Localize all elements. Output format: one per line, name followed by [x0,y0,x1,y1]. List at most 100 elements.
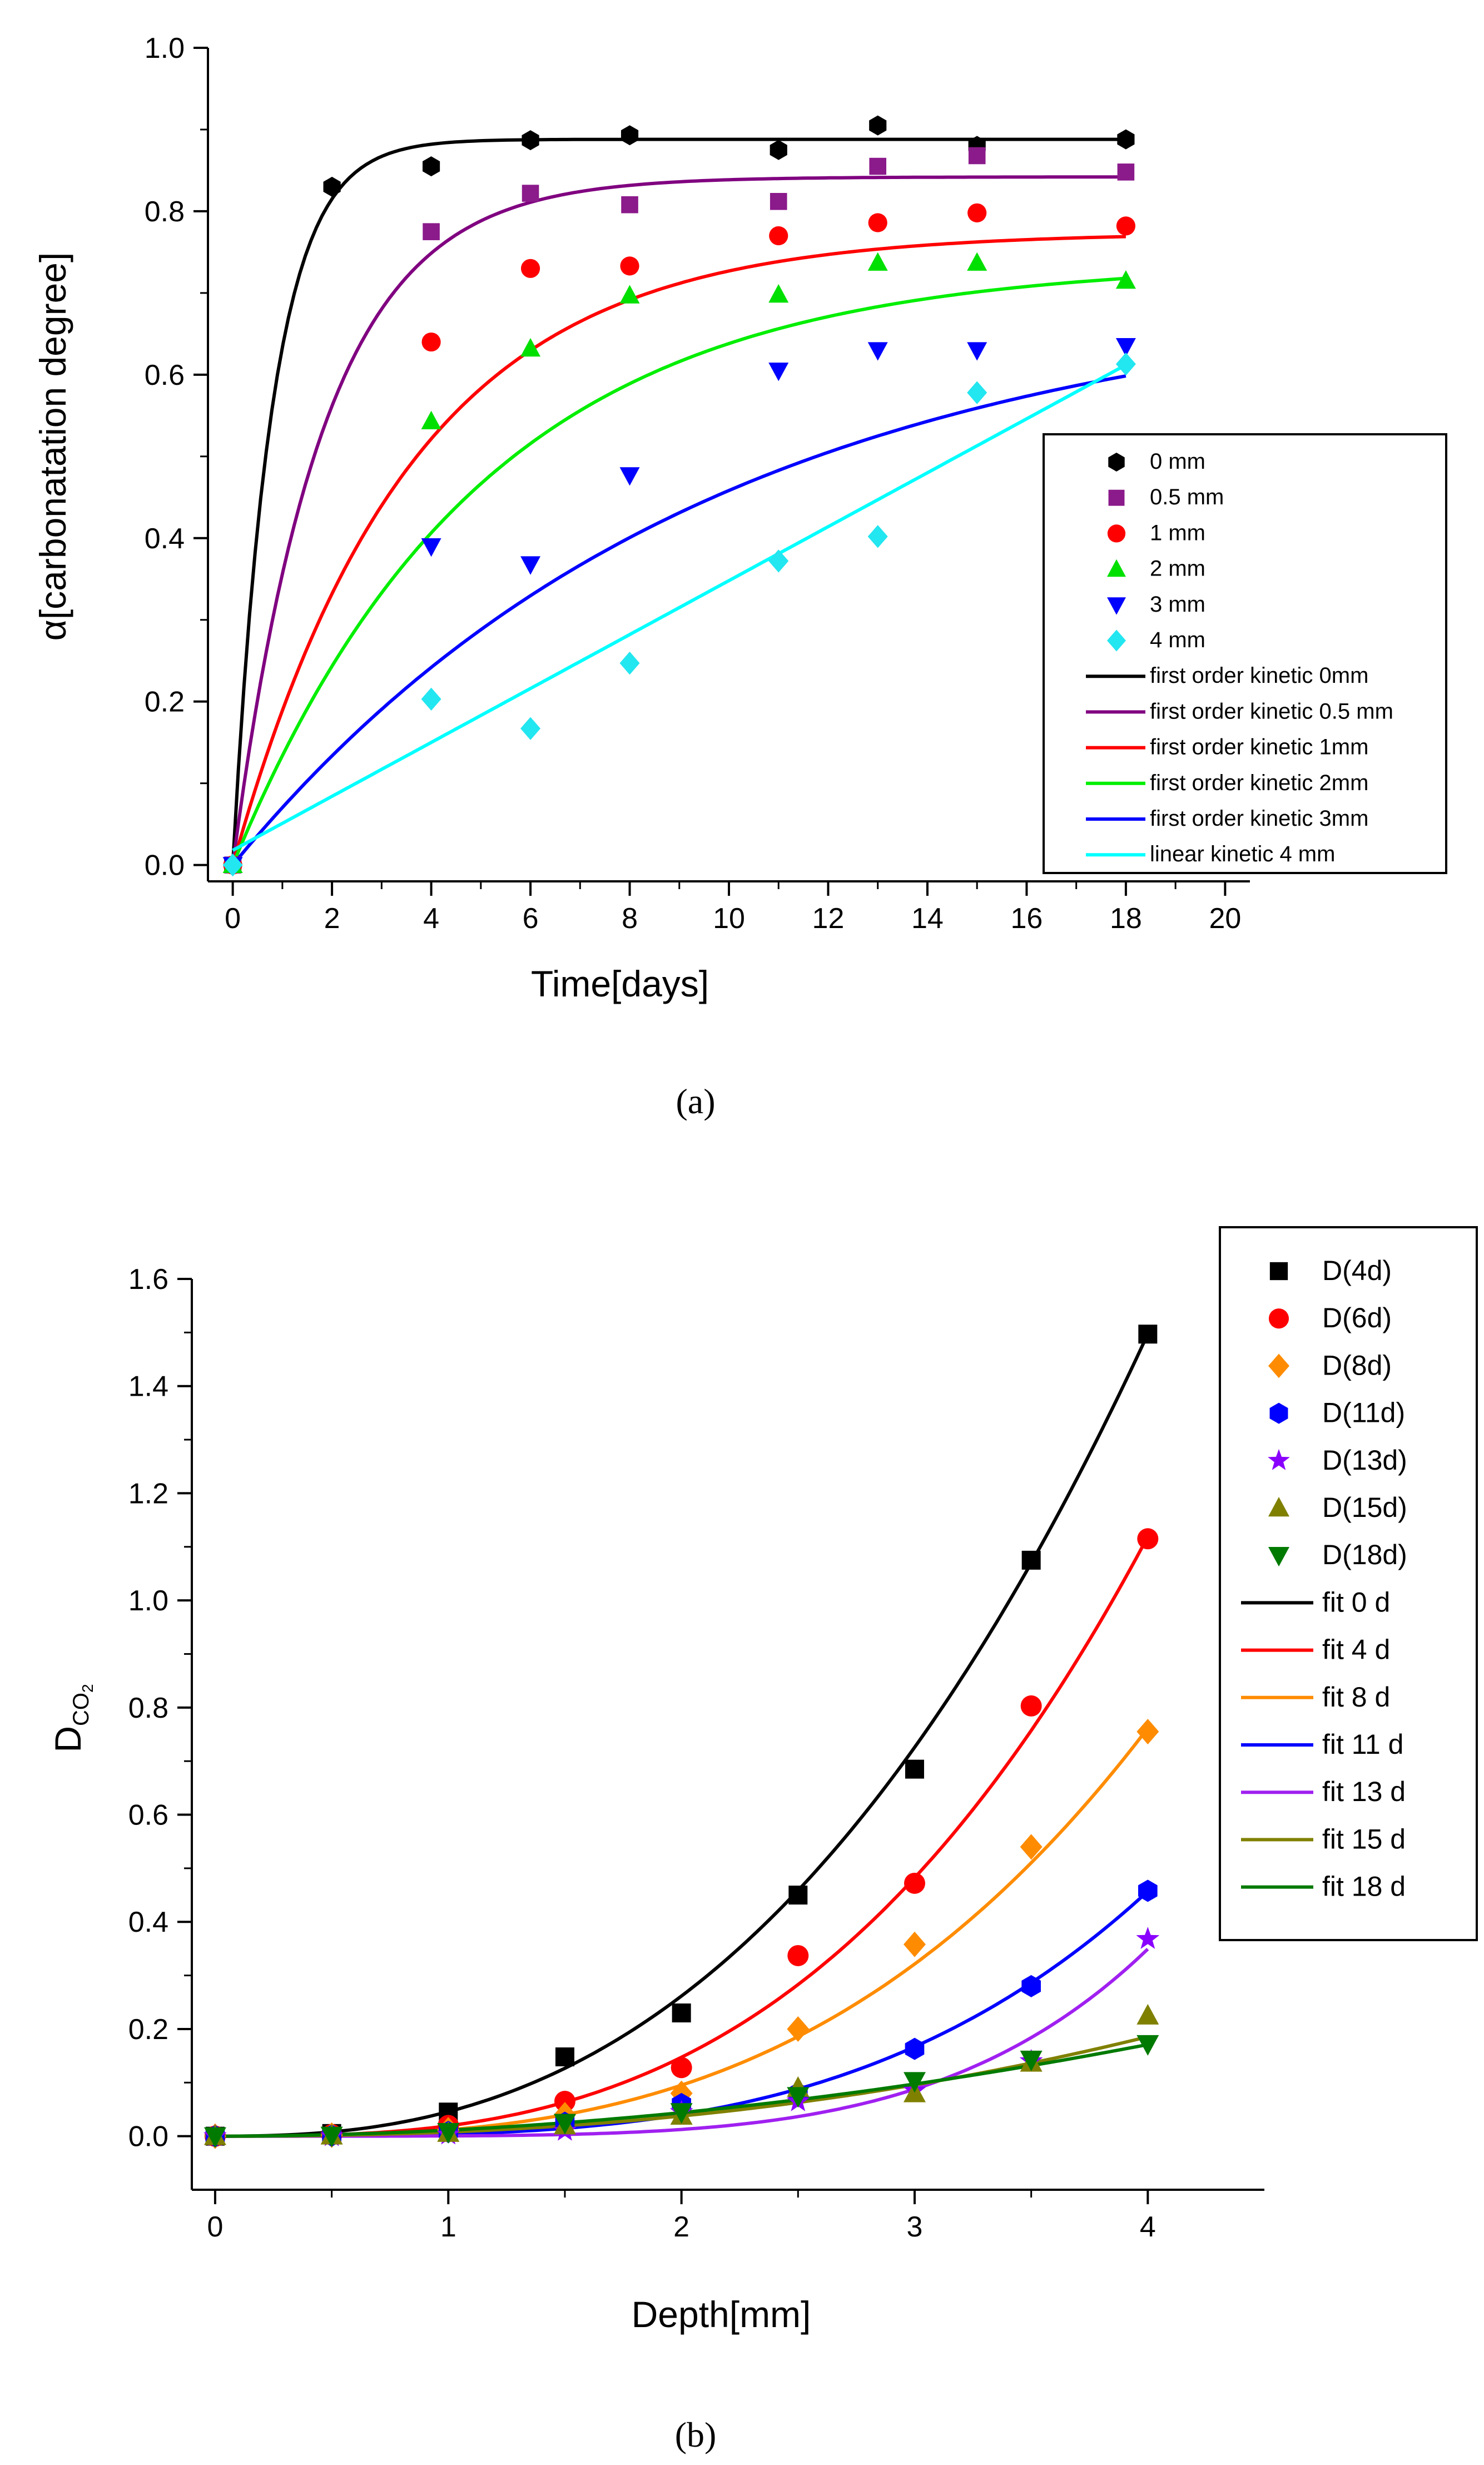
a-data-point [522,185,539,202]
a-y-tick-label: 0.6 [145,359,185,391]
b-legend-label: D(4d) [1322,1255,1392,1286]
b-legend-label: D(13d) [1322,1445,1407,1476]
a-legend-marker [1107,597,1126,615]
b-legend: D(4d) D(6d) D(8d) D(11d) D(13d) D(15d) D(18d) f… [1219,1226,1478,1941]
a-fit-lines [231,137,1127,866]
b-data-point [905,2037,925,2060]
a-axes: 0 2 4 6 8 10 12 14 16 18 20 0.0 0.2 0.4 0.6 0.8 1.0 [145,32,1250,935]
a-fit-line [231,137,1126,865]
a-fit-line [232,363,1127,852]
a-legend-label: 0 mm [1150,449,1205,474]
a-x-tick-label: 2 [324,902,340,935]
b-legend-marker [1268,1353,1289,1378]
a-data-point [222,853,243,877]
b-x-tick-label: 4 [1140,2211,1156,2243]
b-data-point [1136,1719,1159,1745]
a-data-point [422,156,440,177]
a-legend-marker [1107,524,1126,543]
b-legend-label: D(6d) [1322,1302,1392,1333]
b-data-point [1020,1695,1042,1717]
a-data-point [621,196,638,214]
a-y-tick-label: 0.2 [145,686,185,718]
a-data-point [423,223,440,240]
b-legend-marker [1268,1308,1289,1329]
a-data-point [1115,270,1136,289]
chart-b: 0 1 2 3 4 0.0 0.2 0.4 0.6 0.8 1.0 1.2 1.4 1.6 Depth[m… [47,1226,1478,2454]
a-y-tick-label: 1.0 [145,32,185,65]
a-legend-label: linear kinetic 4 mm [1150,842,1335,866]
a-data-point [1117,129,1135,150]
a-data-point [967,203,987,222]
b-data-point [437,2122,460,2144]
a-data-point [768,363,789,381]
a-data-point [967,381,987,404]
a-x-tick-label: 16 [1011,902,1043,935]
b-data-point [1021,1550,1041,1570]
a-fit-line [231,175,1126,866]
a-legend-label: first order kinetic 2mm [1150,771,1368,795]
a-legend-label: 1 mm [1150,520,1205,545]
b-y-axis-title: DCO2 [47,1684,96,1752]
b-y-axis-title-main: D [47,1726,88,1753]
b-data-point [904,1872,925,1894]
b-data-point [555,2047,574,2067]
a-data-point [967,342,987,361]
b-y-tick-label: 1.2 [128,1477,168,1510]
b-data-point [672,2003,691,2023]
a-x-tick-label: 12 [812,902,845,935]
b-y-tick-label: 1.0 [128,1585,168,1617]
a-data-point [869,115,887,136]
b-data-point [905,1759,924,1779]
b-data-point [1136,1927,1160,1949]
a-legend-label: first order kinetic 0mm [1150,663,1368,688]
b-data-point [1138,1325,1158,1344]
b-fit-line [215,1536,1149,2138]
b-data-point [671,2057,692,2079]
a-x-tick-label: 10 [713,902,745,935]
a-data-point [621,125,639,146]
a-data-point [1115,353,1136,376]
a-legend-label: 0.5 mm [1150,485,1224,509]
b-x-tick-label: 2 [673,2211,689,2243]
a-data-point [1117,163,1135,181]
b-axes: 0 1 2 3 4 0.0 0.2 0.4 0.6 0.8 1.0 1.2 1.4 1.6 [128,1263,1264,2243]
b-legend-marker [1268,1449,1290,1470]
a-x-tick-label: 0 [225,902,241,935]
a-data-point [770,140,787,160]
b-data-points [204,1325,1160,2149]
a-data-point [620,256,639,276]
b-legend-marker [1268,1497,1289,1517]
b-legend-label: fit 13 d [1322,1776,1406,1807]
a-x-tick-label: 8 [622,902,638,935]
a-data-point [619,285,640,304]
a-data-point [520,338,541,357]
b-data-point [1138,1879,1158,1902]
a-legend-box [1043,433,1447,874]
b-legend-label: fit 4 d [1322,1634,1390,1665]
a-data-point [619,467,640,486]
b-y-tick-label: 1.4 [128,1371,168,1403]
a-data-point [520,259,540,278]
a-legend-label: 2 mm [1150,557,1205,581]
a-x-axis-title: Time[days] [531,963,709,1004]
b-y-axis-title-subsub: 2 [79,1684,96,1693]
b-data-point [903,2072,926,2093]
a-x-tick-label: 20 [1209,902,1241,935]
b-legend-label: D(18d) [1322,1539,1407,1570]
a-fit-line [231,374,1126,866]
b-data-point [788,1886,808,1905]
a-legend-label: 4 mm [1150,628,1205,652]
a-x-tick-label: 18 [1110,902,1142,935]
a-data-point [967,252,987,271]
a-y-tick-label: 0.8 [145,196,185,228]
b-legend-label: fit 0 d [1322,1586,1390,1618]
b-data-point [1020,2050,1043,2071]
b-y-tick-label: 0.8 [128,1692,168,1724]
a-data-point [770,192,787,210]
a-legend-label: first order kinetic 0.5 mm [1150,699,1393,723]
a-x-tick-label: 4 [423,902,439,935]
b-legend-label: D(8d) [1322,1350,1392,1381]
a-legend-marker [1107,629,1126,652]
a-legend-marker [1107,559,1126,577]
